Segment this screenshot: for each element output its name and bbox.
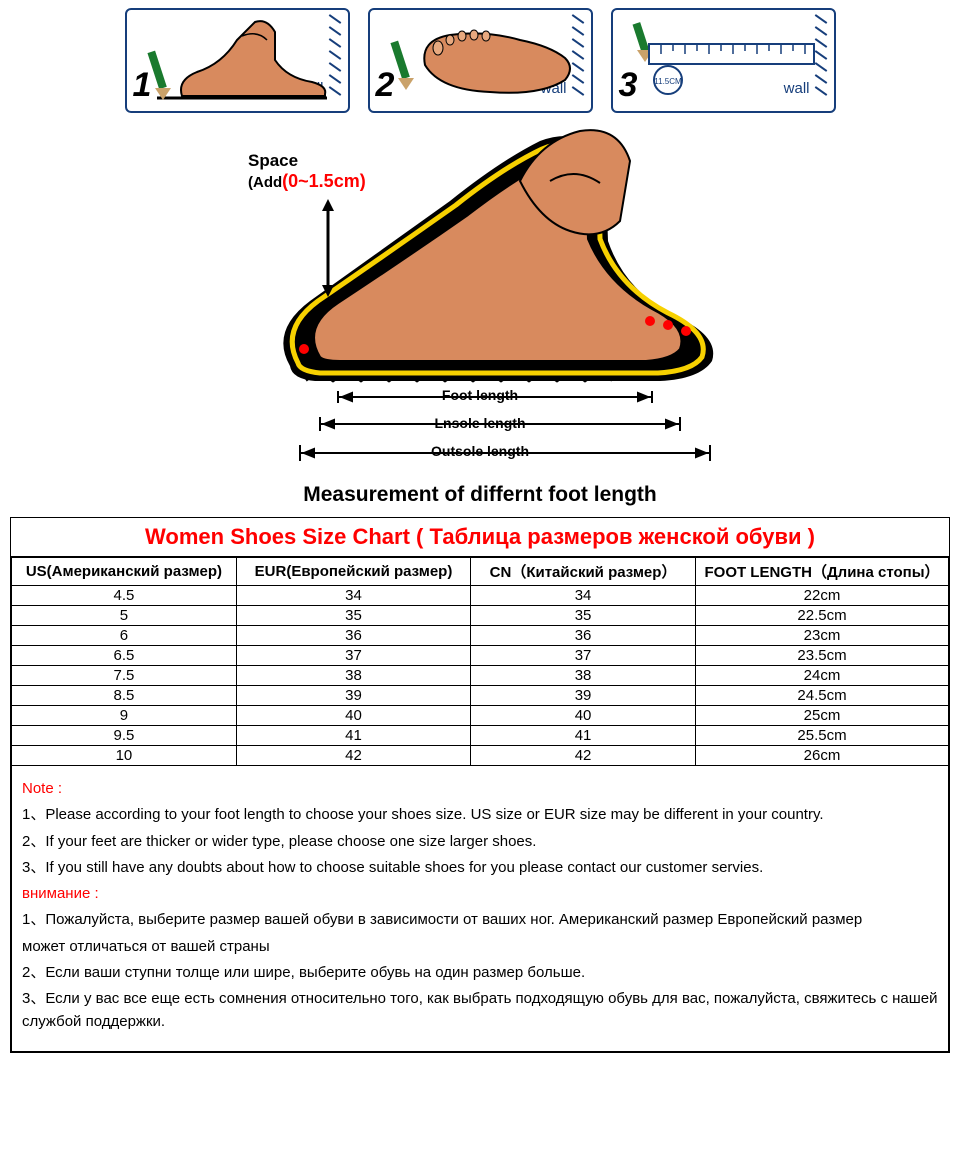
table-cell: 34 — [236, 586, 470, 606]
measure-foot-label: Foot length — [442, 387, 518, 403]
footprint-icon — [370, 10, 595, 115]
table-cell: 22cm — [696, 586, 949, 606]
note-line: 2、If your feet are thicker or wider type… — [22, 830, 938, 853]
table-cell: 36 — [471, 626, 696, 646]
table-cell: 35 — [471, 606, 696, 626]
table-cell: 40 — [236, 706, 470, 726]
table-row: 9404025cm — [12, 706, 949, 726]
table-row: 10424226cm — [12, 746, 949, 766]
col-foot: FOOT LENGTH（Длина стопы） — [696, 558, 949, 586]
table-row: 5353522.5cm — [12, 606, 949, 626]
table-cell: 24cm — [696, 666, 949, 686]
table-cell: 5 — [12, 606, 237, 626]
table-header-row: US(Американский размер) EUR(Европейский … — [12, 558, 949, 586]
table-cell: 22.5cm — [696, 606, 949, 626]
table-cell: 9.5 — [12, 726, 237, 746]
table-cell: 42 — [236, 746, 470, 766]
panel-3: 3 wall 11.5CM — [611, 8, 836, 113]
table-row: 9.5414125.5cm — [12, 726, 949, 746]
table-cell: 23.5cm — [696, 646, 949, 666]
table-cell: 6.5 — [12, 646, 237, 666]
table-cell: 37 — [471, 646, 696, 666]
size-table: US(Американский размер) EUR(Европейский … — [11, 557, 949, 766]
col-eur: EUR(Европейский размер) — [236, 558, 470, 586]
table-row: 7.5383824cm — [12, 666, 949, 686]
table-cell: 37 — [236, 646, 470, 666]
foot-side-icon — [127, 10, 352, 115]
note-line: 3、If you still have any doubts about how… — [22, 856, 938, 879]
table-cell: 4.5 — [12, 586, 237, 606]
table-cell: 25cm — [696, 706, 949, 726]
table-cell: 26cm — [696, 746, 949, 766]
table-cell: 39 — [236, 686, 470, 706]
table-row: 8.5393924.5cm — [12, 686, 949, 706]
note-line: 1、Пожалуйста, выберите размер вашей обув… — [22, 908, 938, 931]
ruler-mark: 11.5CM — [654, 77, 682, 86]
table-cell: 8.5 — [12, 686, 237, 706]
table-cell: 9 — [12, 706, 237, 726]
measure-outsole-label: Outsole length — [431, 443, 529, 459]
size-chart: Women Shoes Size Chart ( Таблица размеро… — [10, 517, 950, 1053]
table-cell: 34 — [471, 586, 696, 606]
table-cell: 39 — [471, 686, 696, 706]
table-cell: 38 — [471, 666, 696, 686]
note-line: 3、Если у вас все еще есть сомнения относ… — [22, 987, 938, 1034]
table-row: 6363623cm — [12, 626, 949, 646]
diagram-caption: Measurement of differnt foot length — [0, 483, 960, 507]
note-line: 1、Please according to your foot length t… — [22, 803, 938, 826]
col-cn: CN（Китайский размер） — [471, 558, 696, 586]
table-cell: 38 — [236, 666, 470, 686]
table-cell: 35 — [236, 606, 470, 626]
table-row: 4.5343422cm — [12, 586, 949, 606]
table-cell: 7.5 — [12, 666, 237, 686]
ruler-icon: 11.5CM — [613, 10, 838, 115]
measure-insole-label: Lnsole length — [435, 415, 526, 431]
note-line: может отличаться от вашей страны — [22, 935, 938, 958]
note-header-en: Note : — [22, 777, 938, 800]
panel-1: 1 wall — [125, 8, 350, 113]
table-cell: 36 — [236, 626, 470, 646]
table-row: 6.5373723.5cm — [12, 646, 949, 666]
table-cell: 40 — [471, 706, 696, 726]
table-cell: 23cm — [696, 626, 949, 646]
chart-title: Women Shoes Size Chart ( Таблица размеро… — [11, 518, 949, 557]
table-cell: 24.5cm — [696, 686, 949, 706]
table-cell: 42 — [471, 746, 696, 766]
table-cell: 25.5cm — [696, 726, 949, 746]
table-cell: 6 — [12, 626, 237, 646]
col-us: US(Американский размер) — [12, 558, 237, 586]
notes-box: Note : 1、Please according to your foot l… — [11, 766, 949, 1052]
note-line: 2、Если ваши ступни толще или шире, выбер… — [22, 961, 938, 984]
table-cell: 41 — [471, 726, 696, 746]
foot-diagram: Space (Add(0~1.5cm) — [220, 121, 740, 481]
table-cell: 10 — [12, 746, 237, 766]
note-header-ru: внимание : — [22, 882, 938, 905]
panel-2: 2 wall — [368, 8, 593, 113]
instruction-panels: 1 wall 2 wall — [0, 0, 960, 113]
table-cell: 41 — [236, 726, 470, 746]
